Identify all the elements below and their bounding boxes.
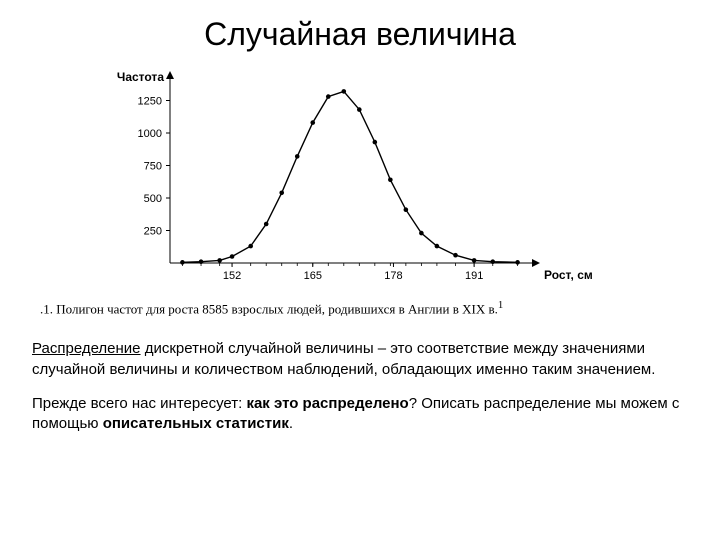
slide-title: Случайная величина — [32, 16, 688, 53]
caption-body: Полигон частот для роста 8585 взрослых л… — [56, 301, 498, 316]
svg-text:165: 165 — [304, 270, 322, 282]
caption-footnote-ref: 1 — [498, 299, 503, 311]
caption-prefix: .1. — [40, 301, 56, 316]
svg-text:750: 750 — [144, 161, 162, 173]
svg-text:1250: 1250 — [138, 96, 162, 108]
svg-text:152: 152 — [223, 270, 241, 282]
svg-text:178: 178 — [384, 270, 402, 282]
svg-text:191: 191 — [465, 270, 483, 282]
svg-text:Рост, см: Рост, см — [544, 268, 593, 282]
p2-end: . — [289, 415, 293, 432]
figure-caption: .1. Полигон частот для роста 8585 взросл… — [40, 299, 688, 317]
paragraph-definition: Распределение дискретной случайной велич… — [32, 339, 688, 380]
svg-text:250: 250 — [144, 226, 162, 238]
slide-root: Случайная величина 250 500 750 1000 1250 152 1… — [0, 0, 720, 540]
p2-emph1: как это распределено — [246, 395, 408, 412]
svg-text:1000: 1000 — [138, 128, 162, 140]
svg-text:500: 500 — [144, 193, 162, 205]
paragraph-question: Прежде всего нас интересует: как это рас… — [32, 394, 688, 435]
frequency-polygon-chart: 250 500 750 1000 1250 152 165 178 191 Частота Рост… — [100, 63, 620, 293]
p2-pre: Прежде всего нас интересует: — [32, 395, 246, 412]
term-distribution: Распределение — [32, 340, 141, 357]
p2-emph2: описательных статистик — [103, 415, 289, 432]
svg-text:Частота: Частота — [117, 70, 164, 84]
chart-container: 250 500 750 1000 1250 152 165 178 191 Частота Рост… — [32, 63, 688, 293]
